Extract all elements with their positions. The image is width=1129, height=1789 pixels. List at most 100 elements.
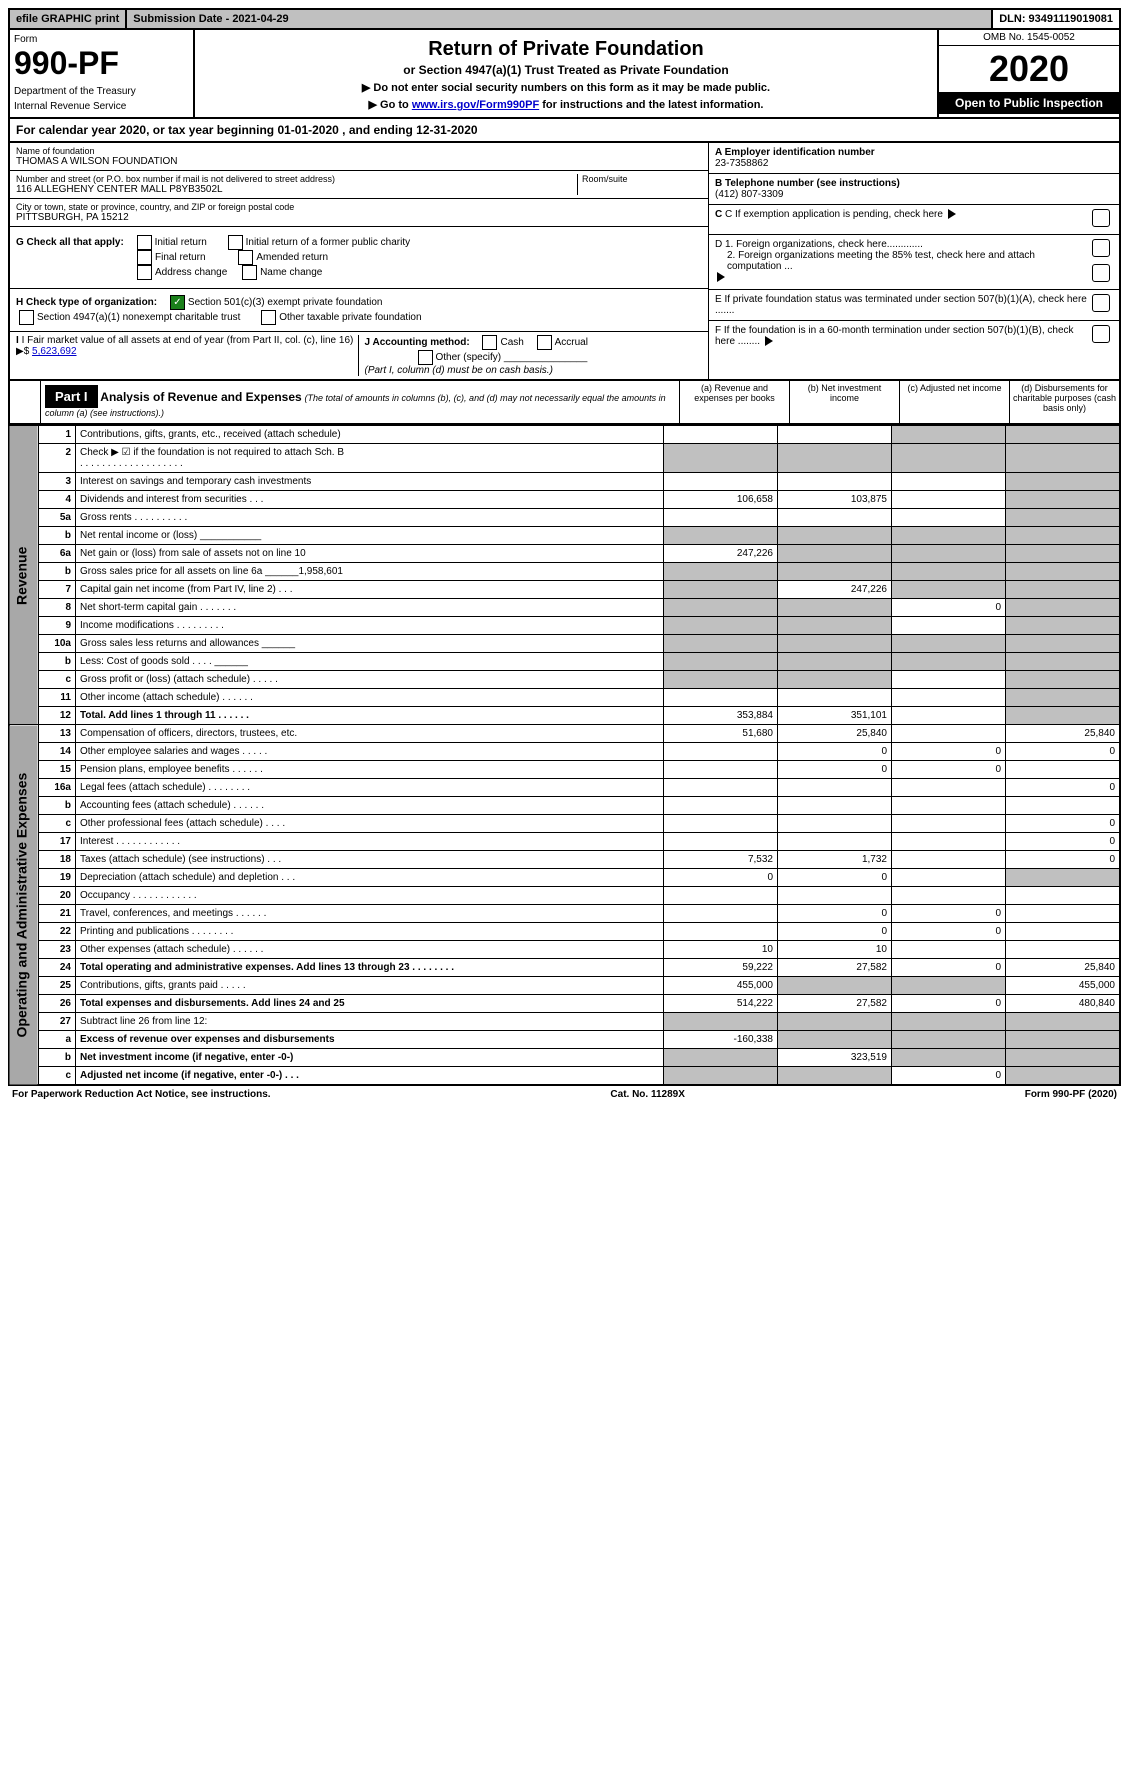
- amount-cell: [664, 671, 778, 689]
- row-description: Net gain or (loss) from sale of assets n…: [76, 545, 664, 563]
- tax-year: 2020: [939, 46, 1119, 92]
- table-row: cOther professional fees (attach schedul…: [9, 815, 1120, 833]
- row-description: Dividends and interest from securities .…: [76, 491, 664, 509]
- amount-cell: [892, 444, 1006, 473]
- amount-cell: [664, 833, 778, 851]
- analysis-table: Revenue1Contributions, gifts, grants, et…: [8, 425, 1121, 1086]
- amount-cell: 25,840: [1006, 959, 1121, 977]
- other-specify-checkbox[interactable]: [418, 350, 433, 365]
- name-change-checkbox[interactable]: [242, 265, 257, 280]
- amount-cell: [892, 833, 1006, 851]
- amount-cell: [664, 815, 778, 833]
- dln-label: DLN: 93491119019081: [993, 10, 1119, 28]
- amount-cell: [778, 527, 892, 545]
- table-row: 3Interest on savings and temporary cash …: [9, 473, 1120, 491]
- row-number: 23: [39, 941, 76, 959]
- calendar-year-row: For calendar year 2020, or tax year begi…: [8, 119, 1121, 143]
- accrual-checkbox[interactable]: [537, 335, 552, 350]
- row-description: Adjusted net income (if negative, enter …: [76, 1067, 664, 1086]
- amount-cell: [892, 563, 1006, 581]
- amount-cell: [778, 444, 892, 473]
- table-row: 12Total. Add lines 1 through 11 . . . . …: [9, 707, 1120, 725]
- dept-treasury: Department of the Treasury: [14, 86, 189, 97]
- amount-cell: [1006, 707, 1121, 725]
- row-number: 17: [39, 833, 76, 851]
- amount-cell: [892, 815, 1006, 833]
- row-description: Excess of revenue over expenses and disb…: [76, 1031, 664, 1049]
- table-row: Revenue1Contributions, gifts, grants, et…: [9, 426, 1120, 444]
- amount-cell: [664, 444, 778, 473]
- row-description: Occupancy . . . . . . . . . . . .: [76, 887, 664, 905]
- amount-cell: [1006, 689, 1121, 707]
- amount-cell: [892, 941, 1006, 959]
- table-row: 2Check ▶ ☑ if the foundation is not requ…: [9, 444, 1120, 473]
- row-number: 7: [39, 581, 76, 599]
- table-row: 11Other income (attach schedule) . . . .…: [9, 689, 1120, 707]
- amount-cell: [1006, 941, 1121, 959]
- row-number: c: [39, 1067, 76, 1086]
- amount-cell: -160,338: [664, 1031, 778, 1049]
- amount-cell: [1006, 1031, 1121, 1049]
- amount-cell: [664, 797, 778, 815]
- efile-label[interactable]: efile GRAPHIC print: [10, 10, 127, 28]
- table-row: bNet rental income or (loss) ___________: [9, 527, 1120, 545]
- footer-row: For Paperwork Reduction Act Notice, see …: [8, 1086, 1121, 1103]
- amount-cell: [664, 473, 778, 491]
- d1-checkbox[interactable]: [1092, 239, 1110, 257]
- amount-cell: [664, 527, 778, 545]
- amount-cell: 0: [892, 923, 1006, 941]
- amount-cell: [664, 581, 778, 599]
- row-number: 11: [39, 689, 76, 707]
- amount-cell: 25,840: [1006, 725, 1121, 743]
- amount-cell: [778, 653, 892, 671]
- initial-former-checkbox[interactable]: [228, 235, 243, 250]
- amount-cell: [1006, 599, 1121, 617]
- address-change-checkbox[interactable]: [137, 265, 152, 280]
- fmv-value-link[interactable]: 5,623,692: [32, 346, 77, 357]
- amount-cell: [1006, 905, 1121, 923]
- e-checkbox[interactable]: [1092, 294, 1110, 312]
- table-row: 26Total expenses and disbursements. Add …: [9, 995, 1120, 1013]
- row-number: 10a: [39, 635, 76, 653]
- c-checkbox[interactable]: [1092, 209, 1110, 227]
- instructions-link[interactable]: www.irs.gov/Form990PF: [412, 99, 539, 111]
- d2-checkbox[interactable]: [1092, 264, 1110, 282]
- amount-cell: 0: [892, 1067, 1006, 1086]
- row-number: b: [39, 653, 76, 671]
- amount-cell: [1006, 473, 1121, 491]
- row-description: Income modifications . . . . . . . . .: [76, 617, 664, 635]
- amount-cell: [778, 1031, 892, 1049]
- omb-number: OMB No. 1545-0052: [939, 30, 1119, 46]
- table-row: 27Subtract line 26 from line 12:: [9, 1013, 1120, 1031]
- amount-cell: [664, 599, 778, 617]
- amount-cell: [892, 581, 1006, 599]
- paperwork-notice: For Paperwork Reduction Act Notice, see …: [12, 1089, 271, 1100]
- amount-cell: [1006, 1049, 1121, 1067]
- ein-row: A Employer identification number23-73588…: [709, 143, 1119, 174]
- table-row: 16aLegal fees (attach schedule) . . . . …: [9, 779, 1120, 797]
- f-checkbox[interactable]: [1092, 325, 1110, 343]
- final-return-checkbox[interactable]: [137, 250, 152, 265]
- amount-cell: 0: [892, 995, 1006, 1013]
- initial-return-checkbox[interactable]: [137, 235, 152, 250]
- amount-cell: [664, 509, 778, 527]
- other-taxable-checkbox[interactable]: [261, 310, 276, 325]
- amended-checkbox[interactable]: [238, 250, 253, 265]
- 4947-checkbox[interactable]: [19, 310, 34, 325]
- amount-cell: [892, 869, 1006, 887]
- amount-cell: [1006, 635, 1121, 653]
- table-row: 9Income modifications . . . . . . . . .: [9, 617, 1120, 635]
- row-number: 13: [39, 725, 76, 743]
- cash-checkbox[interactable]: [482, 335, 497, 350]
- table-row: 6aNet gain or (loss) from sale of assets…: [9, 545, 1120, 563]
- amount-cell: [892, 527, 1006, 545]
- row-number: 22: [39, 923, 76, 941]
- row-description: Other income (attach schedule) . . . . .…: [76, 689, 664, 707]
- row-description: Interest . . . . . . . . . . . .: [76, 833, 664, 851]
- amount-cell: 455,000: [664, 977, 778, 995]
- row-number: b: [39, 797, 76, 815]
- amount-cell: [778, 815, 892, 833]
- amount-cell: 0: [892, 743, 1006, 761]
- 501c3-checkbox[interactable]: ✓: [170, 295, 185, 310]
- row-number: 2: [39, 444, 76, 473]
